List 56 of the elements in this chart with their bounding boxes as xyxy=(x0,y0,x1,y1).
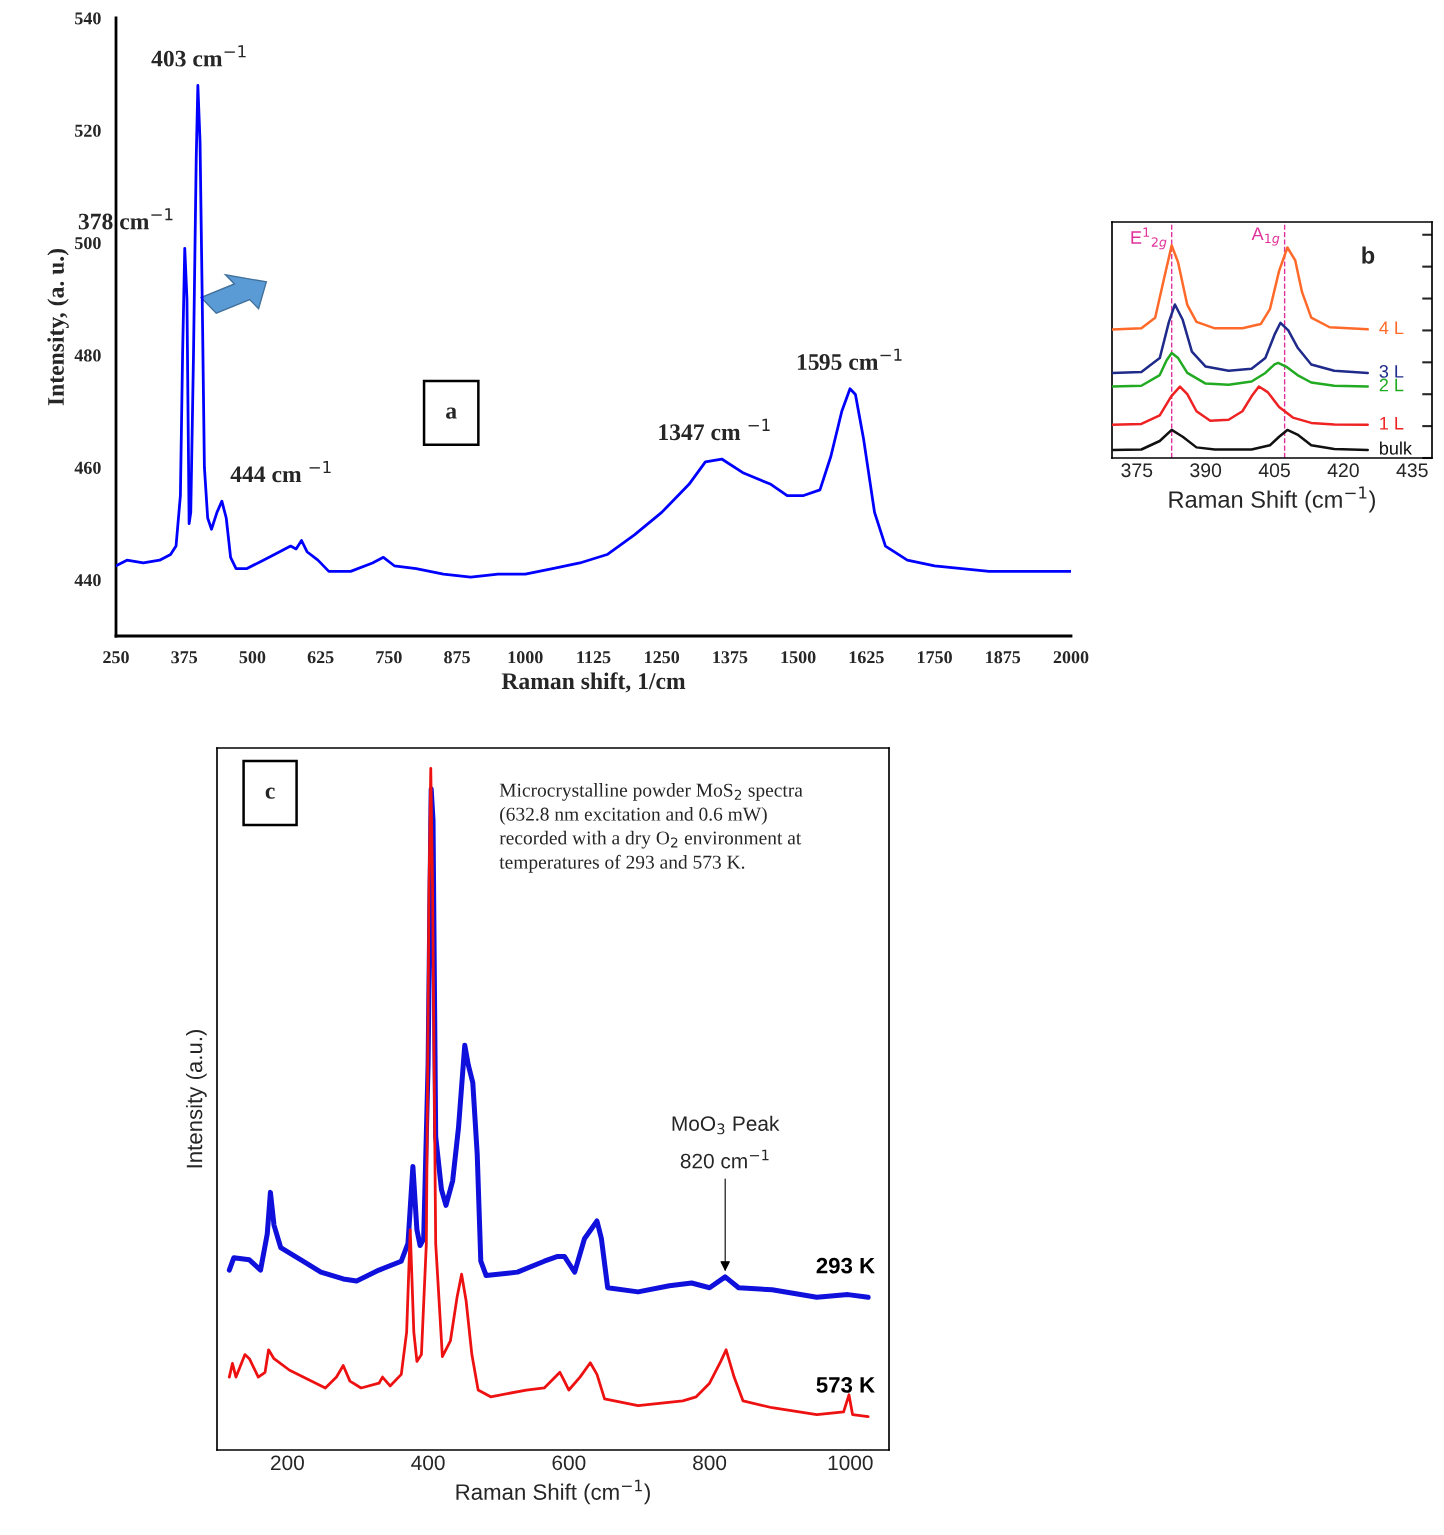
x-tick-label: 375 xyxy=(1121,463,1153,478)
series-label: 2 L xyxy=(1379,378,1404,392)
x-tick-label: 800 xyxy=(693,1455,727,1471)
x-tick-label: 1000 xyxy=(508,651,543,664)
x-tick-label: 375 xyxy=(171,651,198,664)
y-tick-label: 460 xyxy=(74,461,101,474)
y-tick-label: 500 xyxy=(75,236,101,250)
x-tick-label: 1250 xyxy=(645,651,680,664)
series-label: 573 K xyxy=(816,1377,875,1393)
x-tick-label: 250 xyxy=(103,651,129,664)
x-tick-label: 390 xyxy=(1190,463,1222,478)
y-tick-label: 540 xyxy=(75,12,101,25)
x-tick-label: 420 xyxy=(1327,463,1359,478)
x-tick-label: 750 xyxy=(376,651,402,664)
y-tick-label: 520 xyxy=(75,124,101,137)
y-axis-title: Intensity, (a. u.) xyxy=(47,248,69,406)
x-tick-label: 875 xyxy=(444,651,470,664)
series-label: 4 L xyxy=(1379,321,1404,335)
y-tick-label: 440 xyxy=(74,574,101,587)
x-tick-label: 405 xyxy=(1258,463,1290,478)
annotation: 1347 cm $^{−1}$ xyxy=(659,418,770,441)
x-tick-label: 400 xyxy=(411,1455,445,1471)
x-axis-title: Raman Shift (cm$^{−1}$) xyxy=(1169,486,1375,513)
x-axis-title: Raman Shift (cm$^{−1}$) xyxy=(456,1479,650,1505)
annotation: 403 cm$^{−1}$ xyxy=(151,45,246,67)
x-tick-label: 625 xyxy=(307,651,334,664)
text: c xyxy=(265,787,275,799)
line-series xyxy=(116,84,1071,579)
annotation: Microcrystalline powder MoS$_{2}$ spectra (632.8 nm excitation and 0.6 mW) recorded with a dry O$_{2}$ environment at temperatures of 293 and 573 K. xyxy=(499,783,803,873)
series-label: 293 K xyxy=(816,1257,875,1274)
annotation: 444 cm $^{−1}$ xyxy=(230,461,331,483)
y-axis-title: Intensity (a.u.) xyxy=(186,1029,207,1168)
annotation: 378 cm$^{−1}$ xyxy=(78,208,173,230)
x-tick-label: 600 xyxy=(552,1455,586,1471)
x-tick-label: 435 xyxy=(1396,463,1428,478)
annotation: MoO$_{3}$ Peak 820 cm$^{−1}$ xyxy=(672,1115,780,1169)
series-label: bulk xyxy=(1380,441,1412,455)
x-tick-label: 1125 xyxy=(577,651,611,664)
x-tick-label: 200 xyxy=(271,1455,304,1471)
y-tick-label: 480 xyxy=(74,349,101,362)
x-tick-label: 2000 xyxy=(1053,651,1089,664)
annotation: 1595 cm$^{−1}$ xyxy=(797,348,902,370)
ref-line-label: A$_{1g}$ xyxy=(1251,227,1280,246)
series-label: 1 L xyxy=(1380,417,1404,430)
ref-line-label: E$^{1}$$_{2g}$ xyxy=(1131,227,1167,250)
x-tick-label: 500 xyxy=(239,651,266,664)
x-tick-label: 1500 xyxy=(781,651,816,664)
x-tick-label: 1625 xyxy=(849,651,884,664)
x-tick-label: 1750 xyxy=(917,651,952,664)
chart-title: b xyxy=(1362,246,1375,264)
x-axis-title: Raman shift, 1/cm xyxy=(501,672,686,693)
x-tick-label: 1375 xyxy=(713,651,748,664)
text: a xyxy=(446,407,457,419)
series-label: 3 L xyxy=(1379,365,1404,378)
x-tick-label: 1000 xyxy=(828,1455,873,1471)
x-tick-label: 1875 xyxy=(986,651,1021,664)
